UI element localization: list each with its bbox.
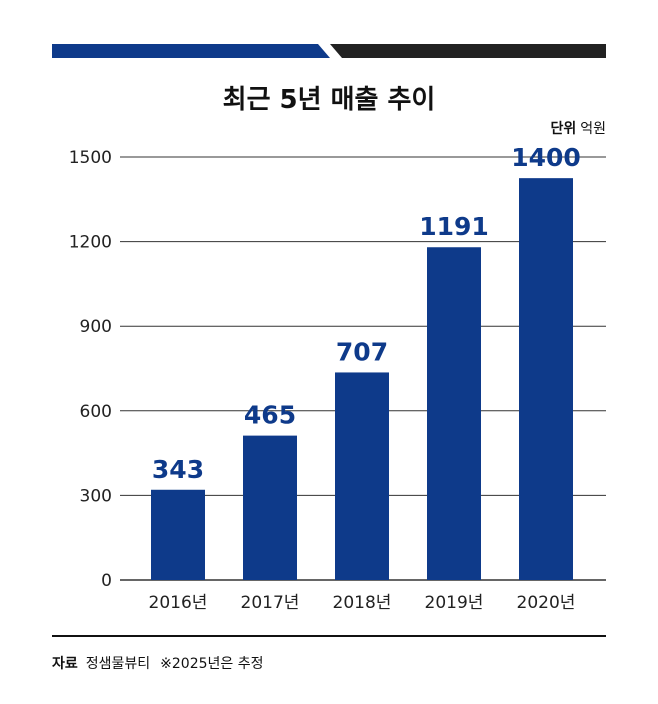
x-tick-label: 2016년 <box>149 593 208 613</box>
data-labels: 343 465 707 1191 1400 <box>152 143 581 484</box>
bars <box>151 178 573 581</box>
data-label: 343 <box>152 455 204 484</box>
bar <box>427 247 481 581</box>
bar <box>243 435 297 580</box>
y-tick-label: 600 <box>80 402 112 422</box>
chart-title: 최근 5년 매출 추이 <box>223 85 436 115</box>
y-tick-label: 900 <box>80 317 112 337</box>
x-tick-label: 2017년 <box>241 593 300 613</box>
data-label: 707 <box>336 337 388 366</box>
y-tick-label: 1500 <box>69 148 112 168</box>
unit-label: 단위 억원 <box>550 120 606 137</box>
x-tick-label: 2019년 <box>425 593 484 613</box>
x-tick-label: 2018년 <box>333 593 392 613</box>
bar <box>151 489 205 580</box>
data-label: 1400 <box>511 143 581 172</box>
data-label: 465 <box>244 401 296 430</box>
y-tick-label: 1200 <box>69 233 112 253</box>
bar <box>519 178 573 580</box>
footer-source: 자료 정샘물뷰티 ※2025년은 추정 <box>52 656 264 672</box>
y-axis: 0 300 600 900 1200 1500 <box>69 148 112 591</box>
data-label: 1191 <box>419 212 489 241</box>
accent-band-left <box>52 44 330 58</box>
accent-band-right <box>330 44 606 58</box>
bar <box>335 372 389 580</box>
x-tick-label: 2020년 <box>517 593 576 613</box>
y-tick-label: 0 <box>101 571 112 591</box>
y-tick-label: 300 <box>80 486 112 506</box>
x-axis: 2016년 2017년 2018년 2019년 2020년 <box>149 593 576 613</box>
